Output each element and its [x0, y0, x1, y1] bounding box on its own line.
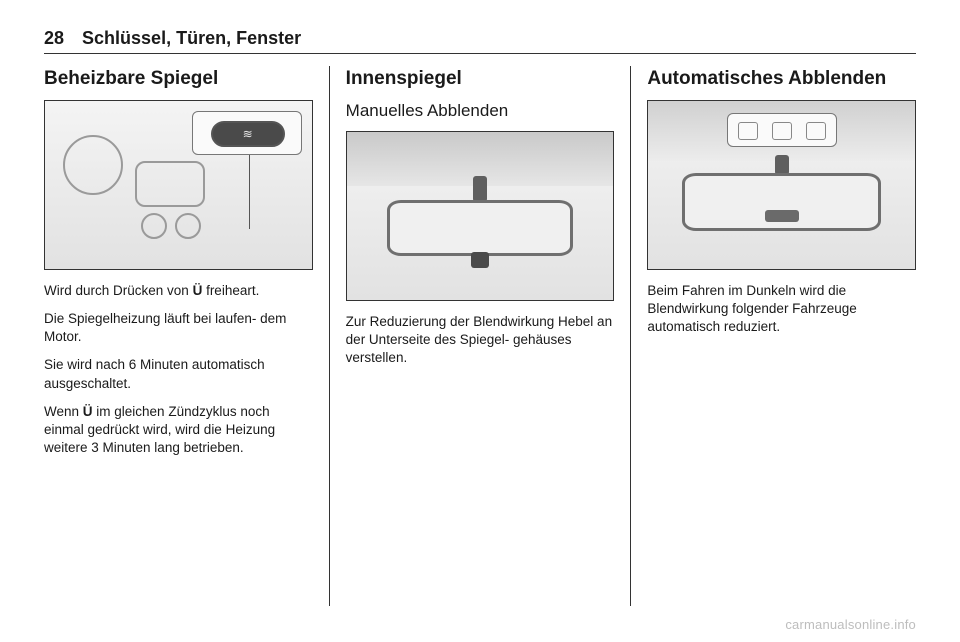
figure-manual-dimming [346, 131, 615, 301]
sketch-knob-1 [141, 213, 167, 239]
col3-heading: Automatisches Abblenden [647, 66, 916, 92]
sketch-console-btn-1 [738, 122, 758, 140]
column-3: Automatisches Abblenden Beim Fahren im D… [630, 66, 916, 606]
sketch-center-stack [135, 161, 205, 207]
figure-auto-dimming [647, 100, 916, 270]
sketch-console-btn-3 [806, 122, 826, 140]
sketch-mirror-body-2 [682, 173, 881, 231]
col1-p2: Die Spiegelheizung läuft bei laufen- dem… [44, 310, 313, 346]
col1-p1: Wird durch Drücken von Ü freiheart. [44, 282, 313, 300]
col3-p1: Beim Fahren im Dunkeln wird die Blendwir… [647, 282, 916, 337]
content-columns: Beheizbare Spiegel ≋ Wird durch Drücken … [44, 66, 916, 606]
sketch-knob-2 [175, 213, 201, 239]
col1-heading: Beheizbare Spiegel [44, 66, 313, 92]
sketch-mirror-stem-2 [775, 155, 789, 175]
sketch-defrost-button: ≋ [211, 121, 285, 147]
col2-heading: Innenspiegel [346, 66, 615, 92]
col1-p1-post: freiheart. [202, 283, 259, 298]
col2-p1: Zur Reduzierung der Blendwirkung Hebel a… [346, 313, 615, 368]
watermark: carmanualsonline.info [785, 617, 916, 632]
col1-p1-pre: Wird durch Drücken von [44, 283, 193, 298]
sketch-overhead-console [727, 113, 837, 147]
sketch-inset-button: ≋ [192, 111, 302, 155]
sketch-vent-left [63, 135, 123, 195]
defrost-glyph-2: Ü [83, 404, 93, 419]
figure-heated-mirrors: ≋ [44, 100, 313, 270]
chapter-title: Schlüssel, Türen, Fenster [82, 28, 301, 49]
column-1: Beheizbare Spiegel ≋ Wird durch Drücken … [44, 66, 329, 606]
manual-page: 28 Schlüssel, Türen, Fenster Beheizbare … [0, 0, 960, 642]
sketch-mirror-lever [471, 252, 489, 268]
col2-subheading: Manuelles Abblenden [346, 100, 615, 123]
defrost-glyph-1: Ü [193, 283, 203, 298]
page-header: 28 Schlüssel, Türen, Fenster [44, 28, 916, 54]
sketch-console-btn-2 [772, 122, 792, 140]
column-2: Innenspiegel Manuelles Abblenden Zur Red… [329, 66, 631, 606]
defrost-icon: ≋ [243, 126, 253, 142]
col1-p4-pre: Wenn [44, 404, 83, 419]
sketch-mirror-sensor [765, 210, 799, 222]
sketch-leader-line [249, 155, 250, 229]
sketch-mirror-body [387, 200, 574, 256]
col1-p4: Wenn Ü im gleichen Zündzyklus noch einma… [44, 403, 313, 458]
sketch-mirror-stem [473, 176, 487, 202]
page-number: 28 [44, 28, 64, 49]
col1-p3: Sie wird nach 6 Minuten automatisch ausg… [44, 356, 313, 392]
